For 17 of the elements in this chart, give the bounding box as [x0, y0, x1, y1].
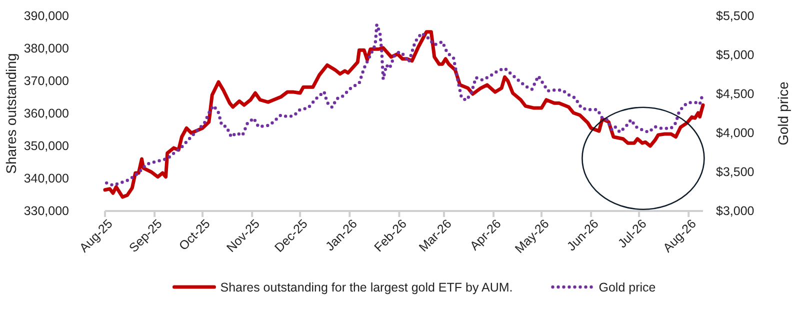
- y2-tick-label: $4,000: [716, 126, 754, 140]
- y-tick-label: 350,000: [24, 139, 70, 153]
- y2-tick-label: $5,000: [716, 48, 754, 62]
- legend-label: Gold price: [598, 280, 656, 294]
- y2-tick-label: $3,500: [716, 165, 754, 179]
- y2-tick-label: $5,500: [716, 9, 754, 23]
- y-tick-label: 390,000: [24, 9, 70, 23]
- y-tick-label: 360,000: [24, 106, 70, 120]
- y-tick-label: 380,000: [24, 42, 70, 56]
- y2-tick-label: $3,000: [716, 204, 754, 218]
- y-tick-label: 330,000: [24, 204, 70, 218]
- y2-axis-title: Gold price: [775, 81, 791, 146]
- y2-tick-label: $4,500: [716, 87, 754, 101]
- y-tick-label: 340,000: [24, 172, 70, 186]
- y-axis-title: Shares outstanding: [3, 53, 19, 174]
- legend-label: Shares outstanding for the largest gold ETF by AUM.: [220, 280, 513, 294]
- y-tick-label: 370,000: [24, 74, 70, 88]
